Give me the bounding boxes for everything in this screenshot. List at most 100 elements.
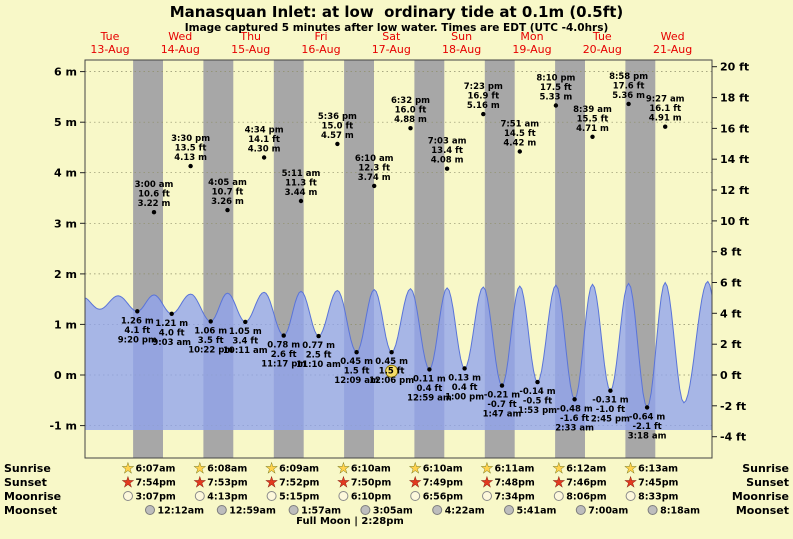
moonrise-moon-icon <box>123 491 133 501</box>
low-tide-dot <box>462 366 467 371</box>
day-label-date: 16-Aug <box>301 43 340 56</box>
y-axis-label-right: 20 ft <box>720 61 749 74</box>
low-tide-height-ft: -0.5 ft <box>523 397 552 407</box>
y-axis-label-left: 2 m <box>54 268 77 281</box>
high-tide-time: 4:34 pm <box>245 126 284 136</box>
low-tide-dot <box>499 383 505 388</box>
sunrise-time: 6:13am <box>638 464 678 475</box>
moonset-time: 3:05am <box>373 506 413 517</box>
high-tide-height-m: 3.44 m <box>285 188 318 198</box>
high-tide-dot <box>590 134 595 139</box>
sunrise-time: 6:10am <box>423 464 463 475</box>
low-tide-height-ft: 0.4 ft <box>417 384 443 394</box>
y-axis-label-left: 1 m <box>54 318 77 331</box>
day-label-weekday: Tue <box>592 30 612 43</box>
day-label-date: 13-Aug <box>90 43 129 56</box>
high-tide-time: 7:51 am <box>500 120 539 130</box>
high-tide-height-m: 3.74 m <box>358 173 391 183</box>
low-tide-dot <box>354 350 359 355</box>
high-tide-height-m: 3.22 m <box>138 199 171 209</box>
y-axis-label-right: 16 ft <box>720 122 749 135</box>
low-tide-height-m: 1.26 m <box>121 316 154 326</box>
y-axis-label-left: 6 m <box>54 66 77 79</box>
high-tide-time: 9:27 am <box>646 95 685 105</box>
y-axis-label-right: 8 ft <box>720 246 742 259</box>
y-axis-label-right: 6 ft <box>720 277 742 290</box>
sunset-star-icon: ★ <box>553 476 565 491</box>
low-tide-height-ft: -0.7 ft <box>487 400 516 410</box>
low-tide-height-ft: 4.1 ft <box>124 326 150 336</box>
sunrise-star-icon: ★ <box>409 462 421 477</box>
high-tide-time: 3:00 am <box>135 180 174 190</box>
sunset-star-icon: ★ <box>481 476 493 491</box>
y-axis-label-left: -1 m <box>49 420 77 433</box>
low-tide-height-ft: 4.0 ft <box>159 328 185 338</box>
sunset-time: 7:53pm <box>207 478 247 489</box>
moonrise-time: 6:56pm <box>423 492 463 503</box>
high-tide-height-ft: 14.5 ft <box>504 129 536 139</box>
moonset-moon-icon <box>288 505 299 515</box>
day-label-weekday: Thu <box>239 30 261 43</box>
tide-curve <box>85 280 713 409</box>
day-label-weekday: Wed <box>168 30 192 43</box>
high-tide-height-ft: 14.1 ft <box>248 135 280 145</box>
day-label-weekday: Sat <box>382 30 401 43</box>
high-tide-height-ft: 13.5 ft <box>175 144 207 154</box>
y-axis-label-left: 5 m <box>54 116 77 129</box>
low-tide-height-m: 0.78 m <box>267 341 300 351</box>
astro-row-label-left: Moonset <box>4 504 57 517</box>
astro-row-label-right: Sunset <box>746 476 789 489</box>
low-tide-dot <box>243 319 248 325</box>
high-tide-height-ft: 11.3 ft <box>285 179 317 189</box>
sunset-time: 7:45pm <box>638 478 678 489</box>
high-tide-height-m: 4.42 m <box>503 139 536 149</box>
high-tide-dot <box>626 101 631 107</box>
low-tide-height-ft: -1.0 ft <box>596 405 625 415</box>
moonset-time: 1:57am <box>301 506 341 517</box>
high-tide-dot <box>444 166 450 171</box>
low-tide-dot <box>316 333 321 339</box>
high-tide-height-ft: 15.0 ft <box>322 121 354 131</box>
high-tide-time: 7:23 pm <box>464 82 503 92</box>
day-label-date: 14-Aug <box>161 43 200 56</box>
high-tide-height-ft: 10.6 ft <box>138 190 170 200</box>
sunset-star-icon: ★ <box>409 476 421 491</box>
moonset-moon-icon <box>360 505 371 515</box>
day-label-weekday: Mon <box>520 30 543 43</box>
y-axis-label-left: 3 m <box>54 217 77 230</box>
moonrise-time: 6:10pm <box>351 492 391 503</box>
high-tide-height-m: 4.30 m <box>248 145 281 155</box>
low-tide-height-m: 0.45 m <box>375 357 408 367</box>
high-tide-height-ft: 12.3 ft <box>358 163 390 173</box>
low-tide-time: 11:10 am <box>296 360 341 370</box>
astro-row-label-left: Moonrise <box>4 490 61 503</box>
low-tide-time: 12:06 pm <box>369 376 414 386</box>
low-tide-time: 10:11 am <box>223 346 268 356</box>
moonrise-moon-icon <box>266 491 277 501</box>
high-tide-dot <box>663 124 668 129</box>
y-axis-label-left: 0 m <box>54 369 77 382</box>
moonrise-time: 8:33pm <box>638 492 678 503</box>
moonrise-moon-icon <box>194 491 205 501</box>
y-axis-label-right: -4 ft <box>720 431 746 444</box>
high-tide-time: 6:32 pm <box>391 96 430 106</box>
low-tide-height-ft: 3.4 ft <box>232 336 258 346</box>
high-tide-height-ft: 13.4 ft <box>431 146 463 156</box>
high-tide-dot <box>517 149 522 154</box>
sunrise-star-icon: ★ <box>553 462 565 477</box>
moonset-time: 12:12am <box>158 506 205 517</box>
moonset-time: 8:18am <box>660 506 700 517</box>
high-tide-dot <box>408 126 413 131</box>
low-tide-time: 10:22 pm <box>188 345 233 355</box>
high-tide-height-ft: 17.5 ft <box>540 83 572 93</box>
low-tide-dot <box>281 333 286 338</box>
low-tide-height-ft: 1.5 ft <box>344 367 370 377</box>
sunrise-time: 6:12am <box>566 464 606 475</box>
sunrise-time: 6:11am <box>495 464 535 475</box>
moonrise-time: 4:13pm <box>207 492 247 503</box>
high-tide-height-m: 3.26 m <box>211 197 244 207</box>
low-tide-dot <box>572 397 577 402</box>
current-time-marker <box>385 364 399 378</box>
sunset-time: 7:46pm <box>566 478 606 489</box>
